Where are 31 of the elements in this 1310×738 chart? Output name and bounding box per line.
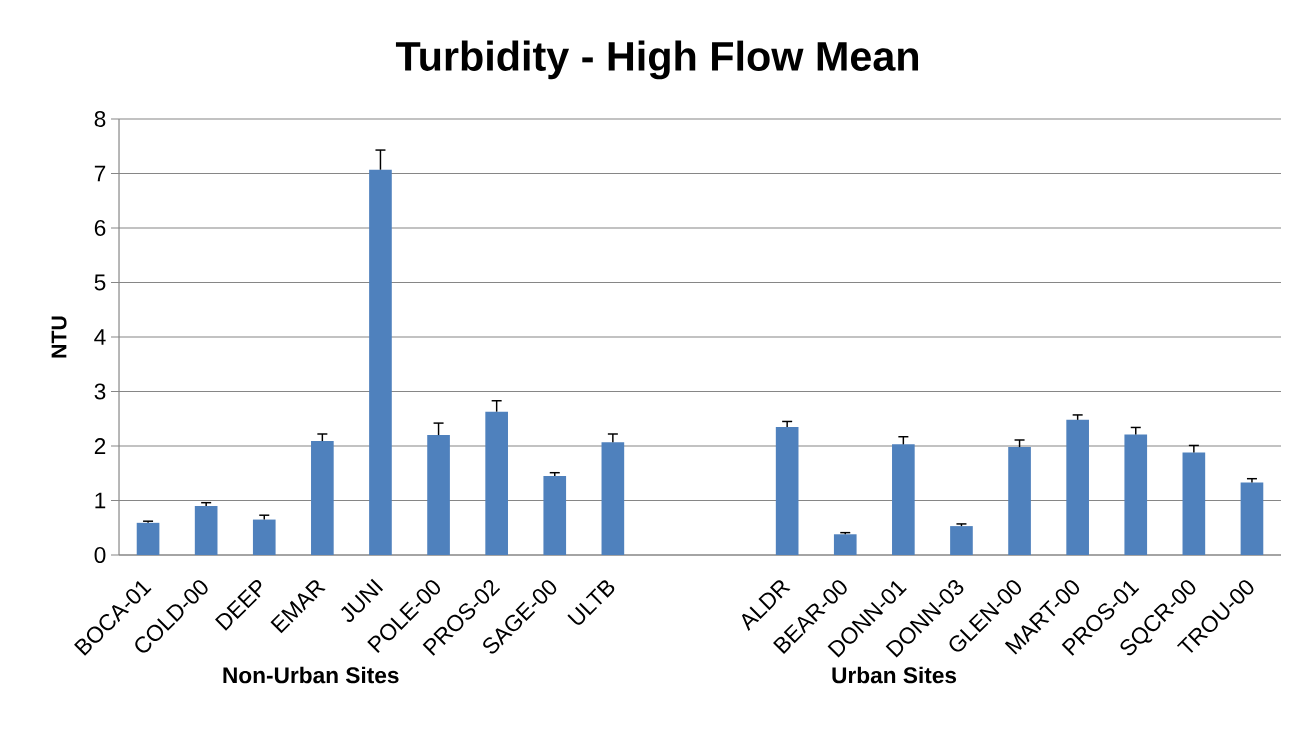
bar xyxy=(1240,482,1264,555)
text: Urban Sites xyxy=(832,666,957,684)
bar xyxy=(775,426,799,555)
y-tick-label: 3 xyxy=(94,383,106,400)
bar xyxy=(369,169,392,555)
text: Non-Urban Sites xyxy=(223,666,399,684)
bar xyxy=(1008,447,1031,555)
bar xyxy=(950,526,973,555)
chart-title: Turbidity - High Flow Mean xyxy=(395,40,919,80)
bar xyxy=(427,435,450,555)
bar xyxy=(892,444,915,555)
bar xyxy=(194,505,218,555)
y-tick-label: 2 xyxy=(94,438,106,454)
y-tick-label: 5 xyxy=(94,274,106,291)
bar xyxy=(1066,419,1089,555)
y-tick-label: 1 xyxy=(95,492,106,509)
y-tick-label: 6 xyxy=(94,219,106,237)
y-tick-label: 0 xyxy=(94,546,106,564)
bar xyxy=(136,522,160,555)
bar xyxy=(485,411,508,555)
bar xyxy=(543,475,567,555)
y-tick-label: 7 xyxy=(94,165,106,182)
bar xyxy=(601,442,625,555)
bar xyxy=(252,519,276,555)
y-tick-label: 8 xyxy=(94,110,106,128)
bar xyxy=(1124,434,1148,555)
bar xyxy=(833,534,857,555)
bar xyxy=(311,441,334,555)
bar xyxy=(1182,452,1206,555)
y-tick-label: 4 xyxy=(94,329,106,345)
y-axis-title: NTU xyxy=(51,316,67,358)
